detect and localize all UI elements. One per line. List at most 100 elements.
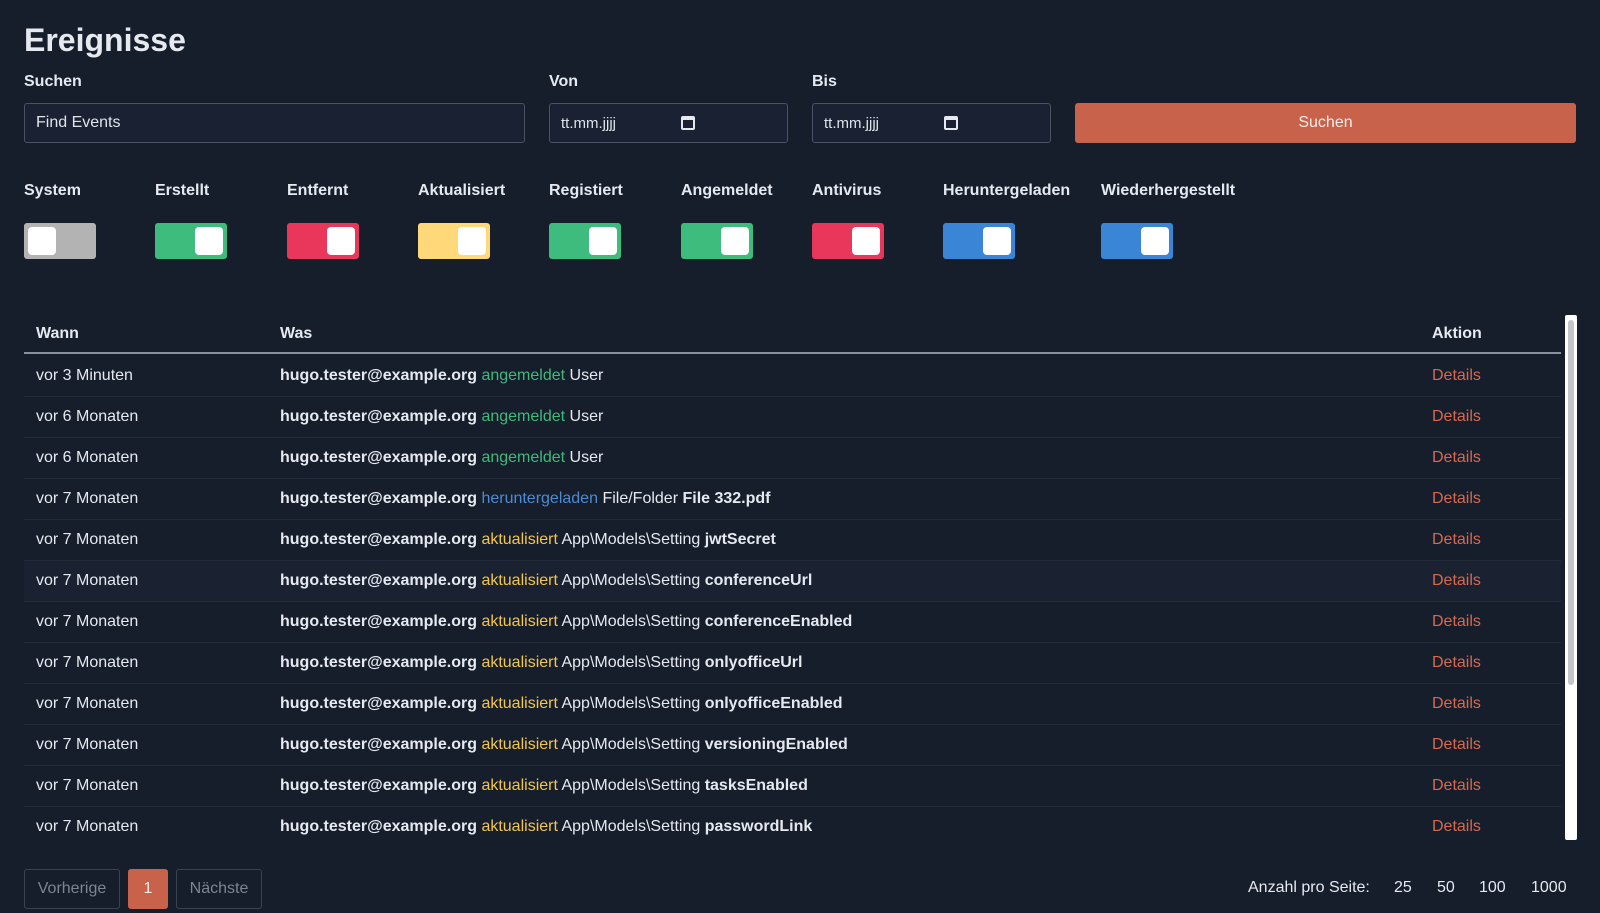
event-type: App\Models\Setting (561, 818, 701, 835)
filter-toggle[interactable] (549, 223, 621, 259)
event-type: User (569, 367, 604, 384)
filter-heruntergeladen: Heruntergeladen (943, 182, 1070, 259)
event-type: App\Models\Setting (561, 572, 701, 589)
table-row: vor 6 Monaten hugo.tester@example.org ang… (24, 438, 1561, 479)
toggle-knob (28, 227, 56, 255)
event-description: hugo.tester@example.org aktualisiert App… (280, 818, 812, 836)
table-row: vor 7 Monaten hugo.tester@example.org akt… (24, 684, 1561, 725)
event-type: App\Models\Setting (561, 613, 701, 630)
event-time: vor 3 Minuten (36, 367, 133, 384)
event-time: vor 7 Monaten (36, 777, 139, 794)
table-row: vor 7 Monaten hugo.tester@example.org akt… (24, 725, 1561, 766)
table-row: vor 7 Monaten hugo.tester@example.org akt… (24, 561, 1561, 602)
details-link[interactable]: Details (1432, 531, 1481, 548)
from-date-field[interactable]: tt.mm.jjjj (549, 103, 788, 143)
search-button[interactable]: Suchen (1075, 103, 1576, 143)
per-page-option[interactable]: 25 (1394, 879, 1412, 896)
event-time: vor 7 Monaten (36, 736, 139, 753)
event-user: hugo.tester@example.org (280, 572, 477, 589)
toggle-knob (1141, 227, 1169, 255)
filter-toggle[interactable] (24, 223, 96, 259)
details-link[interactable]: Details (1432, 572, 1481, 589)
filter-label: Antivirus (812, 182, 882, 199)
event-type: App\Models\Setting (561, 777, 701, 794)
toggle-knob (589, 227, 617, 255)
filter-toggle[interactable] (1101, 223, 1173, 259)
event-time: vor 7 Monaten (36, 531, 139, 548)
event-target: conferenceEnabled (704, 613, 853, 630)
event-target: conferenceUrl (704, 572, 813, 589)
details-link[interactable]: Details (1432, 449, 1481, 466)
event-description: hugo.tester@example.org aktualisiert App… (280, 654, 802, 672)
details-link[interactable]: Details (1432, 613, 1481, 630)
event-verb: aktualisiert (481, 736, 558, 753)
details-link[interactable]: Details (1432, 777, 1481, 794)
event-target: File 332.pdf (682, 490, 771, 507)
event-time: vor 7 Monaten (36, 654, 139, 671)
event-target: tasksEnabled (704, 777, 808, 794)
details-link[interactable]: Details (1432, 736, 1481, 753)
details-link[interactable]: Details (1432, 818, 1481, 835)
search-label: Suchen (24, 73, 82, 90)
details-link[interactable]: Details (1432, 490, 1481, 507)
event-type: App\Models\Setting (561, 736, 701, 753)
event-verb: angemeldet (481, 367, 566, 384)
filter-toggle[interactable] (943, 223, 1015, 259)
previous-page-button[interactable]: Vorherige (24, 869, 120, 909)
event-description: hugo.tester@example.org angemeldet User (280, 367, 603, 385)
event-description: hugo.tester@example.org aktualisiert App… (280, 613, 852, 631)
table-row: vor 7 Monaten hugo.tester@example.org akt… (24, 602, 1561, 643)
event-user: hugo.tester@example.org (280, 736, 477, 753)
column-header-action: Aktion (1432, 325, 1482, 342)
event-verb: aktualisiert (481, 613, 558, 630)
next-page-button[interactable]: Nächste (176, 869, 262, 909)
details-link[interactable]: Details (1432, 408, 1481, 425)
filter-erstellt: Erstellt (155, 182, 227, 259)
filter-toggle[interactable] (812, 223, 884, 259)
search-input[interactable]: Find Events (24, 103, 525, 143)
event-time: vor 6 Monaten (36, 449, 139, 466)
details-link[interactable]: Details (1432, 654, 1481, 671)
per-page-option[interactable]: 1000 (1531, 879, 1567, 896)
table-row: vor 6 Monaten hugo.tester@example.org ang… (24, 397, 1561, 438)
table-row: vor 7 Monaten hugo.tester@example.org her… (24, 479, 1561, 520)
filter-angemeldet: Angemeldet (681, 182, 773, 259)
event-target: jwtSecret (704, 531, 776, 548)
page-1-button[interactable]: 1 (128, 869, 168, 909)
event-time: vor 7 Monaten (36, 613, 139, 630)
filter-label: Angemeldet (681, 182, 773, 199)
from-label: Von (549, 73, 579, 90)
details-link[interactable]: Details (1432, 367, 1481, 384)
table-scrollbar[interactable] (1565, 315, 1577, 840)
table-row: vor 3 Minuten hugo.tester@example.org ang… (24, 356, 1561, 397)
toggle-knob (458, 227, 486, 255)
filter-entfernt: Entfernt (287, 182, 359, 259)
event-verb: aktualisiert (481, 695, 558, 712)
filter-antivirus: Antivirus (812, 182, 884, 259)
event-user: hugo.tester@example.org (280, 695, 477, 712)
event-description: hugo.tester@example.org aktualisiert App… (280, 777, 808, 795)
event-time: vor 7 Monaten (36, 572, 139, 589)
filter-toggle[interactable] (287, 223, 359, 259)
filter-toggle[interactable] (155, 223, 227, 259)
event-verb: aktualisiert (481, 531, 558, 548)
event-type: User (569, 408, 604, 425)
event-description: hugo.tester@example.org aktualisiert App… (280, 572, 812, 590)
per-page-option[interactable]: 100 (1479, 879, 1506, 896)
event-time: vor 6 Monaten (36, 408, 139, 425)
to-date-value: tt.mm.jjjj (824, 114, 879, 132)
event-user: hugo.tester@example.org (280, 613, 477, 630)
table-header: Wann Was Aktion (24, 315, 1561, 354)
per-page-option[interactable]: 50 (1437, 879, 1455, 896)
scrollbar-thumb[interactable] (1568, 320, 1574, 685)
calendar-icon[interactable] (944, 116, 958, 130)
event-user: hugo.tester@example.org (280, 367, 477, 384)
filter-toggle[interactable] (681, 223, 753, 259)
calendar-icon[interactable] (681, 116, 695, 130)
toggle-knob (983, 227, 1011, 255)
filter-toggle[interactable] (418, 223, 490, 259)
details-link[interactable]: Details (1432, 695, 1481, 712)
toggle-knob (852, 227, 880, 255)
to-date-field[interactable]: tt.mm.jjjj (812, 103, 1051, 143)
filter-label: Aktualisiert (418, 182, 506, 199)
